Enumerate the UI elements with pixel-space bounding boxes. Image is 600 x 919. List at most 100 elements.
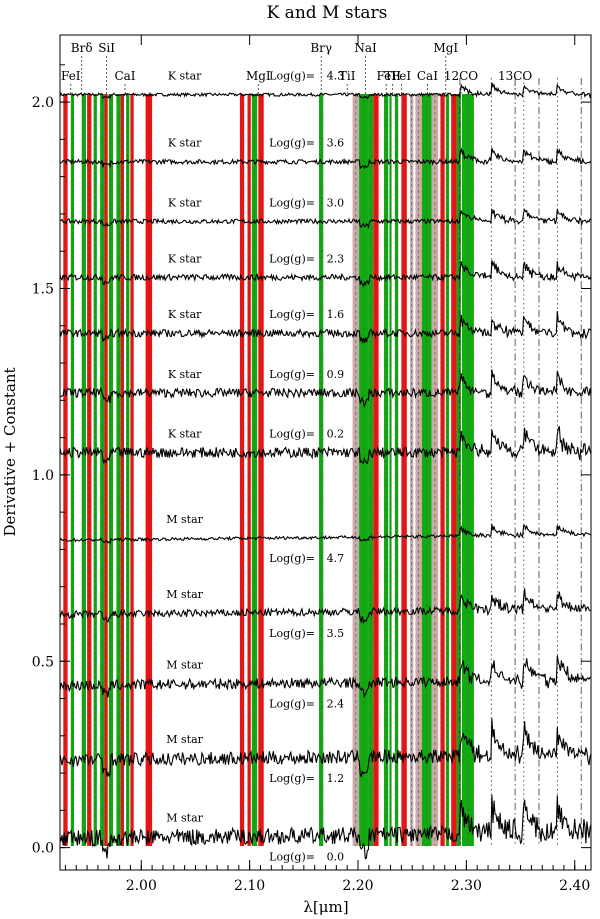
spectrum-line-6: [59, 426, 592, 465]
band-green: [368, 94, 374, 846]
star-type-label: M star: [166, 513, 203, 526]
logg-value: 0.9: [327, 368, 345, 381]
logg-value: 3.6: [327, 137, 345, 150]
logg-value: 0.2: [327, 428, 345, 441]
band-red: [120, 94, 124, 846]
star-type-label: M star: [166, 812, 203, 825]
band-tan: [410, 94, 414, 846]
star-type-label: K star: [168, 368, 202, 381]
band-green: [359, 94, 369, 846]
spectrum-line-8: [59, 588, 592, 625]
line-label: FeI: [61, 69, 81, 83]
line-label: MgI: [246, 69, 271, 83]
logg-label: Log(g)=: [269, 627, 315, 640]
spectra-series: [59, 82, 592, 860]
logg-value: 4.3: [327, 70, 345, 83]
band-green: [421, 94, 432, 846]
star-type-label: K star: [168, 70, 202, 83]
band-red: [451, 94, 457, 846]
band-tan: [415, 94, 422, 846]
line-label: MgI: [433, 41, 458, 55]
logg-value: 3.5: [327, 627, 345, 640]
x-tick-label: 2.10: [234, 878, 265, 894]
band-green: [251, 94, 258, 846]
spectrum-line-2: [59, 208, 592, 230]
line-label: CaI: [417, 69, 438, 83]
star-labels: K star Log(g)= 4.3 K star Log(g)= 3.6 K star Lo…: [166, 70, 344, 864]
logg-label: Log(g)=: [269, 137, 315, 150]
logg-label: Log(g)=: [269, 698, 315, 711]
band-tan: [431, 94, 439, 846]
band-red: [87, 94, 92, 846]
x-tick-label: 2.20: [342, 878, 373, 894]
band-red: [145, 94, 153, 846]
logg-label: Log(g)=: [269, 308, 315, 321]
star-type-label: K star: [168, 308, 202, 321]
star-type-label: K star: [168, 196, 202, 209]
y-tick-label: 1.5: [32, 281, 54, 297]
band-green: [93, 94, 97, 846]
star-type-label: M star: [166, 588, 203, 601]
line-label: FeI: [376, 69, 396, 83]
logg-label: Log(g)=: [269, 772, 315, 785]
band-green: [394, 94, 399, 846]
chart-title: K and M stars: [267, 3, 388, 23]
spectrum-line-3: [59, 260, 592, 288]
line-label: Brδ: [71, 41, 93, 55]
line-label: NaI: [354, 41, 377, 55]
band-green: [445, 94, 450, 846]
logg-label: Log(g)=: [269, 851, 315, 864]
star-type-label: K star: [168, 137, 202, 150]
logg-value: 1.6: [327, 308, 345, 321]
band-green: [384, 94, 389, 846]
band-green: [126, 94, 130, 846]
co-bandhead-markers: [459, 78, 582, 846]
band-red: [63, 94, 68, 846]
band-red: [373, 94, 379, 846]
band-green: [108, 94, 114, 846]
y-tick-label: 1.0: [32, 468, 54, 484]
band-green: [389, 94, 392, 846]
y-tick-label: 0.5: [32, 654, 54, 670]
spectrum-line-7: [59, 524, 592, 545]
logg-value: 2.4: [327, 698, 345, 711]
line-label: SiI: [98, 41, 115, 55]
y-tick-label: 0.0: [32, 841, 54, 857]
x-tick-label: 2.30: [451, 878, 482, 894]
x-tick-label: 2.00: [126, 878, 157, 894]
band-green: [319, 94, 324, 846]
y-tick-label: 2.0: [32, 95, 54, 111]
band-red: [239, 94, 245, 846]
band-green: [70, 94, 75, 846]
x-axis: 2.00 2.10 2.20 2.30 2.40: [64, 35, 590, 894]
spectrum-line-4: [59, 311, 592, 344]
line-label: TiI: [339, 69, 356, 83]
band-red: [401, 94, 407, 846]
absorption-bands: [63, 94, 474, 846]
logg-value: 1.2: [327, 772, 345, 785]
band-red: [258, 94, 264, 846]
line-label: Brγ: [310, 41, 332, 55]
logg-value: 0.0: [327, 851, 345, 864]
band-red: [130, 94, 134, 846]
spectrum-line-9: [59, 655, 592, 699]
spectrum-line-10: [59, 718, 592, 779]
x-tick-label: 2.40: [559, 878, 590, 894]
star-type-label: M star: [166, 659, 203, 672]
star-type-label: K star: [168, 428, 202, 441]
logg-label: Log(g)=: [269, 196, 315, 209]
band-green: [81, 94, 86, 846]
logg-value: 4.7: [327, 552, 345, 565]
band-green: [100, 94, 105, 846]
line-label: TiI: [384, 69, 401, 83]
band-green: [456, 94, 461, 846]
line-label: 12CO: [444, 69, 478, 83]
logg-label: Log(g)=: [269, 552, 315, 565]
band-red: [104, 94, 108, 846]
spectrum-line-1: [59, 146, 592, 170]
logg-value: 3.0: [327, 196, 345, 209]
logg-value: 2.3: [327, 252, 345, 265]
spectrum-line-0: [59, 82, 592, 100]
y-axis: 0.0 0.5 1.0 1.5 2.0: [32, 64, 591, 857]
logg-label: Log(g)=: [269, 70, 315, 83]
